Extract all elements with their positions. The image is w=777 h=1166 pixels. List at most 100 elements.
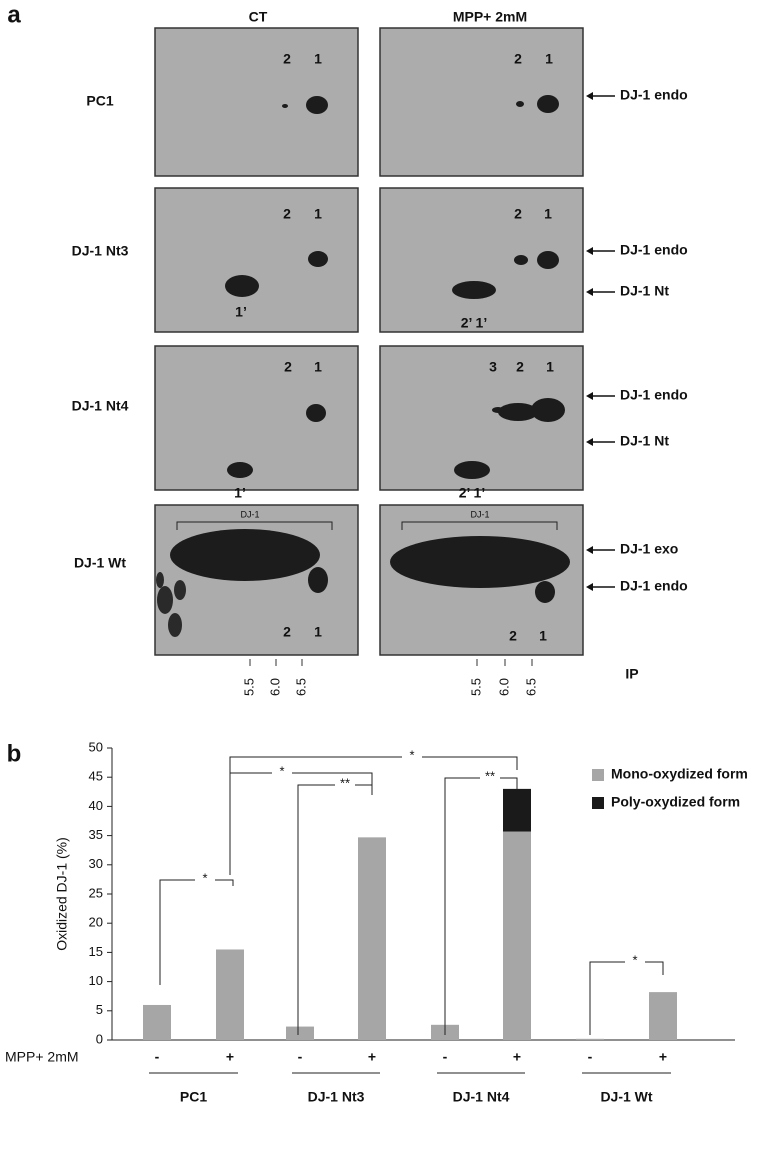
spot — [537, 251, 559, 269]
y-tick-label: 10 — [89, 973, 103, 988]
bar — [216, 949, 244, 1040]
spot-label: 1 — [314, 359, 322, 375]
spot-label: 2 — [514, 51, 522, 67]
row-label: DJ-1 Nt4 — [72, 398, 129, 414]
spot-label: 1 — [545, 51, 553, 67]
arrow-label: DJ-1 Nt — [620, 433, 669, 449]
y-tick-label: 50 — [89, 739, 103, 754]
y-tick-label: 40 — [89, 798, 103, 813]
smear — [157, 586, 173, 614]
spot-label: 2 — [283, 206, 291, 222]
panel-label: a — [7, 1, 21, 28]
bar — [649, 992, 677, 1040]
ph-label: 6.0 — [267, 678, 282, 696]
bracket — [401, 521, 558, 530]
group-label: PC1 — [180, 1089, 207, 1105]
bracket-gap — [625, 959, 645, 965]
bracket-gap — [335, 782, 355, 788]
group-label: DJ-1 Nt3 — [308, 1089, 365, 1105]
significance-label: * — [409, 747, 414, 762]
spot — [170, 529, 320, 581]
y-tick-label: 25 — [89, 885, 103, 900]
significance-label: ** — [485, 768, 495, 783]
group-label: DJ-1 Wt — [600, 1089, 652, 1105]
spot — [492, 407, 504, 413]
bar — [503, 788, 531, 832]
spot-label: 2 — [514, 206, 522, 222]
y-tick-label: 35 — [89, 827, 103, 842]
x-tick-label: + — [368, 1049, 376, 1065]
arrow-label: DJ-1 Nt — [620, 283, 669, 299]
bar — [576, 1038, 604, 1040]
bar — [286, 1026, 314, 1040]
spot — [225, 275, 259, 297]
spot — [498, 403, 538, 421]
bracket — [176, 521, 333, 530]
row-label: MPP+ 2mM — [5, 1049, 79, 1065]
row-label: DJ-1 Nt3 — [72, 243, 129, 259]
y-tick-label: 0 — [96, 1031, 103, 1046]
arrow-label: DJ-1 endo — [620, 242, 688, 258]
spot — [308, 567, 328, 593]
y-tick-label: 45 — [89, 769, 103, 784]
spot-label: 1 — [314, 206, 322, 222]
bar — [358, 837, 386, 1040]
x-tick-label: - — [298, 1049, 303, 1065]
bracket-label: DJ-1 — [240, 509, 259, 519]
x-tick-label: - — [155, 1049, 160, 1065]
arrowhead — [586, 546, 593, 554]
spot-label: 2 — [283, 624, 291, 640]
arrow-label: DJ-1 exo — [620, 541, 678, 557]
spot-label: 1 — [314, 624, 322, 640]
smear — [156, 572, 164, 588]
spot-label: 2 — [283, 51, 291, 67]
spot — [282, 104, 288, 108]
significance-label: * — [279, 763, 284, 778]
spot — [537, 95, 559, 113]
spot-label: 2’ 1’ — [459, 485, 485, 501]
arrowhead — [586, 247, 593, 255]
legend-label: Mono-oxydized form — [611, 766, 748, 782]
bracket-gap — [480, 775, 500, 781]
arrowhead — [586, 392, 593, 400]
bracket-label: DJ-1 — [470, 509, 489, 519]
legend-label: Poly-oxydized form — [611, 794, 740, 810]
smear — [168, 613, 182, 637]
row-label: DJ-1 Wt — [74, 555, 126, 571]
ph-label: 6.5 — [523, 678, 538, 696]
arrowhead — [586, 438, 593, 446]
smear — [174, 580, 186, 600]
y-tick-label: 5 — [96, 1002, 103, 1017]
spot-label: 1 — [546, 359, 554, 375]
ip-label: IP — [625, 666, 638, 682]
spot — [452, 281, 496, 299]
group-label: DJ-1 Nt4 — [453, 1089, 510, 1105]
legend-swatch — [592, 769, 604, 781]
arrowhead — [586, 583, 593, 591]
bracket-gap — [195, 877, 215, 883]
x-tick-label: - — [588, 1049, 593, 1065]
legend-swatch — [592, 797, 604, 809]
ph-label: 5.5 — [468, 678, 483, 696]
y-axis-label: Oxidized DJ-1 (%) — [54, 837, 70, 951]
spot-label: 2 — [509, 628, 517, 644]
arrow-label: DJ-1 endo — [620, 387, 688, 403]
spot-label: 1 — [314, 51, 322, 67]
ph-label: 6.5 — [293, 678, 308, 696]
bracket-gap — [402, 754, 422, 760]
arrow-label: DJ-1 endo — [620, 87, 688, 103]
arrowhead — [586, 92, 593, 100]
blot — [154, 345, 359, 491]
spot — [514, 255, 528, 265]
significance-label: ** — [340, 775, 350, 790]
arrowhead — [586, 288, 593, 296]
spot — [306, 96, 328, 114]
spot — [227, 462, 253, 478]
spot-label: 3 — [489, 359, 497, 375]
spot-label: 1 — [544, 206, 552, 222]
bracket-gap — [272, 770, 292, 776]
x-tick-label: + — [513, 1049, 521, 1065]
spot — [306, 404, 326, 422]
significance-label: * — [632, 952, 637, 967]
